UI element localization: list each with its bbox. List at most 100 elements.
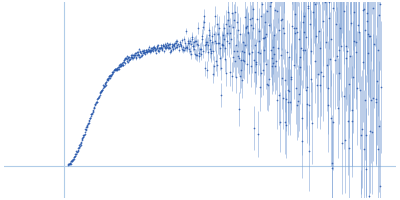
Point [214,63,220,67]
Point [166,43,172,46]
Point [370,96,376,99]
Point [374,79,380,82]
Point [246,17,253,20]
Point [181,38,188,41]
Point [178,44,184,47]
Point [232,75,239,79]
Point [142,50,148,54]
Point [162,47,168,50]
Point [118,63,124,66]
Point [93,101,99,105]
Point [136,54,142,57]
Point [87,117,93,120]
Point [341,95,347,98]
Point [93,100,100,103]
Point [246,52,252,55]
Point [266,77,272,80]
Point [272,8,278,11]
Point [316,30,323,33]
Point [150,47,156,51]
Point [137,50,143,54]
Point [189,37,196,41]
Point [127,55,134,59]
Point [164,42,170,45]
Point [202,42,209,46]
Point [300,49,306,52]
Point [354,86,360,90]
Point [68,160,75,163]
Point [69,158,76,161]
Point [220,34,226,37]
Point [73,152,79,155]
Point [244,24,250,27]
Point [90,109,96,112]
Point [349,120,355,123]
Point [140,49,146,52]
Point [264,9,270,12]
Point [360,61,366,64]
Point [126,58,133,61]
Point [328,37,334,40]
Point [135,50,142,53]
Point [84,124,90,127]
Point [122,57,128,60]
Point [157,45,164,48]
Point [123,60,130,63]
Point [208,50,214,53]
Point [254,18,260,21]
Point [93,100,100,103]
Point [175,43,181,46]
Point [238,59,244,62]
Point [186,48,192,51]
Point [257,86,264,89]
Point [117,65,124,68]
Point [105,78,112,81]
Point [144,50,150,54]
Point [265,84,271,87]
Point [231,11,238,14]
Point [245,31,252,34]
Point [266,24,272,27]
Point [91,105,98,108]
Point [275,46,282,49]
Point [100,87,106,90]
Point [360,9,366,12]
Point [166,46,172,49]
Point [76,146,82,149]
Point [174,40,180,43]
Point [99,88,105,91]
Point [119,63,125,66]
Point [341,10,348,13]
Point [206,34,212,37]
Point [142,52,148,55]
Point [85,122,91,126]
Point [153,47,159,51]
Point [167,46,174,49]
Point [310,11,316,14]
Point [145,49,152,52]
Point [130,53,137,56]
Point [230,50,237,53]
Point [170,47,176,50]
Point [108,74,114,77]
Point [342,138,348,141]
Point [119,64,126,67]
Point [328,116,334,120]
Point [260,69,266,72]
Point [364,32,371,35]
Point [120,61,126,64]
Point [86,119,92,122]
Point [129,53,136,56]
Point [132,53,138,56]
Point [199,25,206,28]
Point [304,102,310,106]
Point [189,35,195,38]
Point [351,40,358,43]
Point [128,57,135,60]
Point [135,54,141,57]
Point [113,68,120,71]
Point [176,44,182,47]
Point [366,130,373,133]
Point [138,54,144,58]
Point [174,45,180,49]
